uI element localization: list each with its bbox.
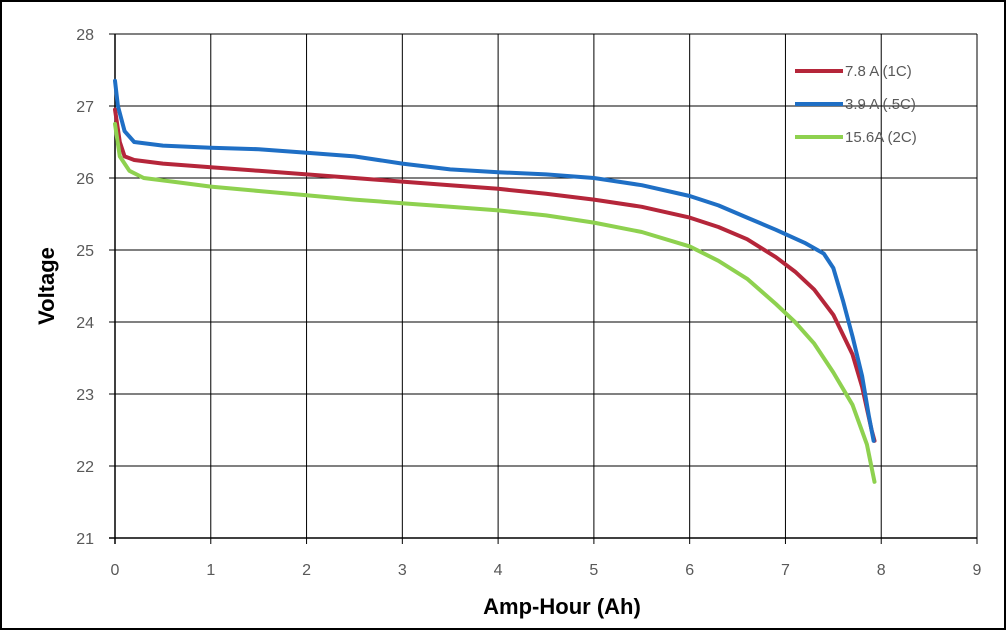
series-line-1 [113,78,876,443]
y-tick-label: 22 [76,459,94,476]
series-line-0 [113,107,877,443]
series-line-2 [113,122,877,484]
y-tick-label: 23 [76,387,94,404]
y-tick-label: 27 [76,99,94,116]
x-tick-label: 5 [589,562,598,579]
legend-label: 15.6A (2C) [845,129,917,146]
grid [109,33,978,544]
series-lines [113,78,877,484]
x-axis-title: Amp-Hour (Ah) [483,594,641,619]
x-tick-label: 3 [398,562,407,579]
y-tick-label: 24 [76,315,94,332]
legend: 7.8 A (1C) 3.9 A (.5C) 15.6A (2C) [795,63,917,146]
x-axis-ticks: 0 1 2 3 4 5 6 7 8 9 [111,538,982,579]
x-tick-label: 1 [206,562,215,579]
y-tick-label: 21 [76,531,94,548]
x-tick-label: 7 [781,562,790,579]
y-tick-label: 25 [76,243,94,260]
y-axis-ticks: 21 22 23 24 25 26 27 28 [76,27,115,548]
x-tick-label: 4 [494,562,503,579]
x-tick-label: 2 [302,562,311,579]
legend-label: 3.9 A (.5C) [845,96,916,113]
y-axis-title: Voltage [34,247,59,325]
legend-label: 7.8 A (1C) [845,63,912,80]
y-tick-label: 28 [76,27,94,44]
x-tick-label: 0 [111,562,120,579]
x-tick-label: 6 [685,562,694,579]
x-tick-label: 8 [877,562,886,579]
x-tick-label: 9 [973,562,982,579]
y-tick-label: 26 [76,171,94,188]
